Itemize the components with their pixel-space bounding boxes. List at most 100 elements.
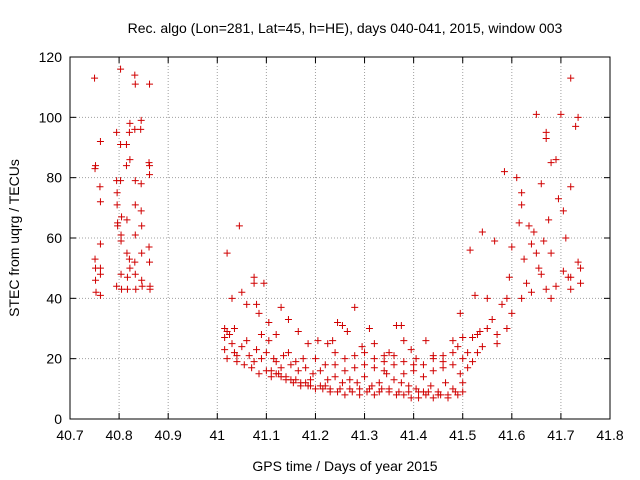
- data-point: [365, 385, 373, 393]
- data-point: [449, 349, 457, 357]
- data-point: [442, 379, 450, 387]
- data-point: [459, 355, 467, 363]
- data-point: [400, 337, 408, 345]
- data-point: [567, 74, 575, 82]
- data-point: [508, 309, 516, 317]
- data-point: [380, 358, 388, 366]
- data-point: [574, 113, 582, 121]
- data-point: [459, 334, 467, 342]
- x-axis-label: GPS time / Days of year 2015: [252, 458, 437, 474]
- data-point: [405, 388, 413, 396]
- data-point: [240, 361, 248, 369]
- data-point: [518, 294, 526, 302]
- data-point: [380, 352, 388, 360]
- data-point: [439, 352, 447, 360]
- data-point: [397, 379, 405, 387]
- data-point: [527, 288, 535, 296]
- data-point: [314, 337, 322, 345]
- data-point: [91, 255, 99, 263]
- data-point: [530, 228, 538, 236]
- data-point: [567, 273, 575, 281]
- data-point: [304, 340, 312, 348]
- data-point: [238, 343, 246, 351]
- data-point: [321, 382, 329, 390]
- data-point: [532, 249, 540, 257]
- data-point: [532, 110, 540, 118]
- data-point: [552, 282, 560, 290]
- data-point: [292, 376, 300, 384]
- data-point: [245, 352, 253, 360]
- data-point: [243, 300, 251, 308]
- x-tick-label: 41.1: [253, 427, 280, 443]
- data-point: [284, 315, 292, 323]
- data-point: [117, 237, 125, 245]
- data-point: [535, 264, 543, 272]
- data-points: [91, 65, 585, 402]
- data-point: [473, 331, 481, 339]
- y-tick-label: 80: [46, 170, 62, 186]
- data-point: [292, 358, 300, 366]
- data-point: [415, 388, 423, 396]
- data-point: [503, 294, 511, 302]
- data-point: [253, 346, 261, 354]
- data-point: [454, 343, 462, 351]
- data-point: [250, 273, 258, 281]
- data-point: [540, 237, 548, 245]
- data-point: [280, 352, 288, 360]
- x-tick-label: 41.6: [498, 427, 525, 443]
- data-point: [454, 391, 462, 399]
- y-tick-label: 20: [46, 351, 62, 367]
- data-point: [341, 391, 349, 399]
- data-point: [146, 171, 154, 179]
- data-point: [341, 355, 349, 363]
- data-point: [255, 309, 263, 317]
- data-point: [338, 379, 346, 387]
- x-tick-label: 41.4: [400, 427, 427, 443]
- data-point: [302, 364, 310, 372]
- data-point: [221, 346, 229, 354]
- data-point: [146, 80, 154, 88]
- data-point: [96, 291, 104, 299]
- data-point: [96, 264, 104, 272]
- data-point: [577, 279, 585, 287]
- data-point: [505, 273, 513, 281]
- data-point: [493, 340, 501, 348]
- chart-title: Rec. algo (Lon=281, Lat=45, h=HE), days …: [128, 20, 563, 36]
- data-point: [456, 370, 464, 378]
- data-point: [96, 183, 104, 191]
- data-point: [361, 349, 369, 357]
- data-point: [464, 349, 472, 357]
- data-point: [294, 367, 302, 375]
- data-point: [311, 355, 319, 363]
- data-point: [131, 231, 139, 239]
- data-point: [429, 355, 437, 363]
- data-point: [508, 243, 516, 251]
- data-point: [255, 370, 263, 378]
- data-point: [356, 385, 364, 393]
- data-point: [341, 367, 349, 375]
- data-point: [395, 388, 403, 396]
- x-tick-label: 40.7: [56, 427, 83, 443]
- data-point: [478, 228, 486, 236]
- data-point: [113, 201, 121, 209]
- data-point: [412, 355, 420, 363]
- data-point: [122, 162, 130, 170]
- data-point: [419, 373, 427, 381]
- data-point: [405, 382, 413, 390]
- data-point: [282, 373, 290, 381]
- data-point: [537, 270, 545, 278]
- data-point: [321, 361, 329, 369]
- data-point: [567, 285, 575, 293]
- data-point: [131, 125, 139, 133]
- data-point: [131, 270, 139, 278]
- data-point: [267, 367, 275, 375]
- data-point: [122, 140, 130, 148]
- data-point: [353, 379, 361, 387]
- data-point: [138, 276, 146, 284]
- data-point: [299, 355, 307, 363]
- x-tick-label: 41.7: [547, 427, 574, 443]
- data-point: [449, 361, 457, 369]
- data-point: [131, 201, 139, 209]
- data-point: [145, 243, 153, 251]
